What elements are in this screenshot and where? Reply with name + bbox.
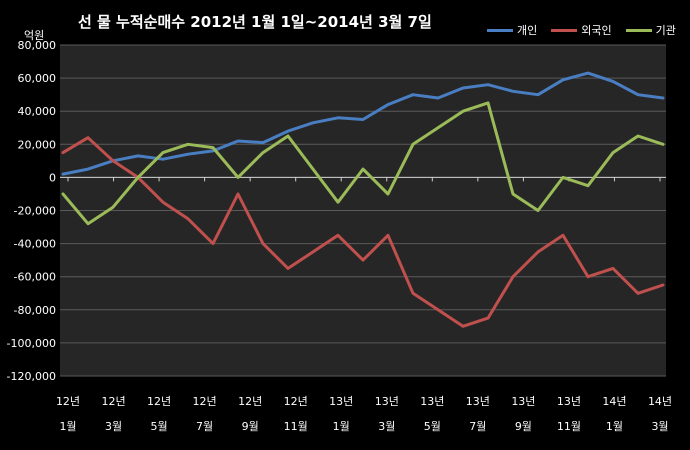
y-tick-label: 60,000 [18,72,57,85]
chart-legend: 개인 외국인 기관 [487,22,676,38]
legend-label-institution: 기관 [655,24,676,37]
x-tick-year: 13년 [375,395,399,408]
y-axis-unit-label: 억원 [24,29,45,42]
legend-swatch-individual [487,28,513,32]
x-tick-month: 1월 [59,420,76,433]
x-tick-month: 3월 [651,420,668,433]
y-tick-label: 20,000 [18,138,57,151]
x-tick-month: 11월 [284,420,308,433]
x-tick-month: 3월 [378,420,395,433]
y-tick-label: -40,000 [14,238,56,251]
legend-item-foreign: 외국인 [551,22,612,38]
y-tick-label: -120,000 [7,370,56,383]
legend-label-foreign: 외국인 [581,24,612,37]
legend-item-institution: 기관 [625,22,676,38]
x-tick-month: 5월 [424,420,441,433]
x-tick-month: 1월 [333,420,350,433]
chart-title: 선 물 누적순매수 2012년 1월 1일~2014년 3월 7일 [78,13,432,31]
series-line-institution [61,101,665,226]
x-tick-year: 13년 [466,395,490,408]
x-tick-year: 13년 [557,395,581,408]
x-tick-month: 11월 [557,420,581,433]
x-tick-year: 14년 [602,395,626,408]
x-tick-year: 13년 [511,395,535,408]
x-tick-month: 1월 [606,420,623,433]
x-tick-month: 7월 [196,420,213,433]
y-tick-label: 0 [49,171,56,184]
x-tick-year: 12년 [284,395,308,408]
x-tick-year: 12년 [101,395,125,408]
x-tick-year: 12년 [147,395,171,408]
y-tick-label: 80,000 [18,39,57,52]
x-tick-year: 13년 [329,395,353,408]
x-tick-year: 12년 [238,395,262,408]
x-tick-month: 9월 [515,420,532,433]
x-tick-year: 12년 [193,395,217,408]
legend-swatch-foreign [551,28,578,32]
x-tick-month: 9월 [242,420,259,433]
x-tick-year: 13년 [420,395,444,408]
legend-item-individual: 개인 [487,22,537,38]
x-tick-month: 7월 [469,420,486,433]
series-line-individual [61,71,665,176]
y-tick-label: 40,000 [18,105,57,118]
x-tick-month: 5월 [151,420,168,433]
legend-label-individual: 개인 [517,24,538,37]
x-tick-month: 3월 [105,420,122,433]
y-tick-label: -20,000 [14,205,56,218]
y-tick-label: -80,000 [14,304,56,317]
x-tick-year: 12년 [56,395,80,408]
y-tick-label: -100,000 [7,337,56,350]
series-line-foreign [61,136,665,328]
legend-swatch-institution [625,28,652,32]
x-tick-year: 14년 [648,395,672,408]
y-tick-label: -60,000 [14,271,56,284]
